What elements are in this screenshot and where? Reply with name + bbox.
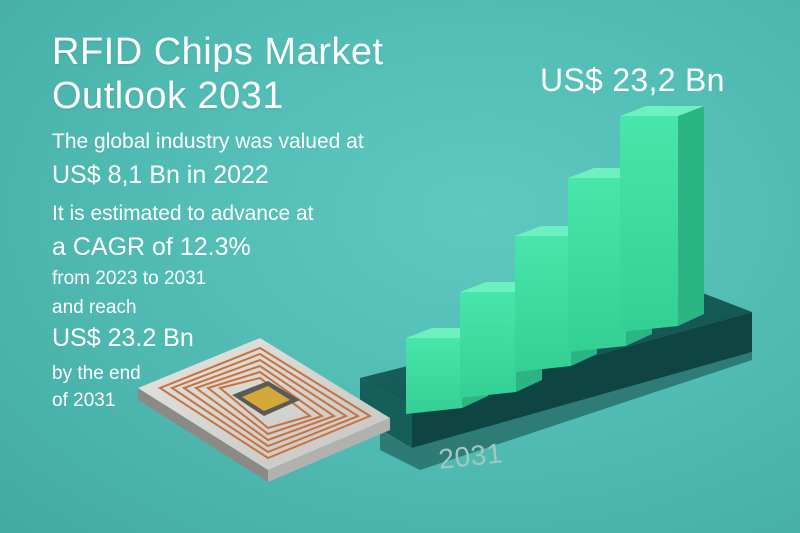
bar-front [515, 236, 571, 372]
rfid-chip-icon [138, 338, 390, 482]
summary-line-1: The global industry was valued at [52, 130, 364, 153]
forecast-value: US$ 23,2 Bn [540, 62, 725, 98]
summary-line-9: of 2031 [52, 390, 116, 411]
summary-line-7: US$ 23.2 Bn [52, 324, 194, 352]
bar-front [620, 116, 678, 332]
bar-front [460, 292, 516, 398]
page-title: RFID Chips Market Outlook 2031 [52, 31, 384, 117]
bar-front [568, 178, 626, 352]
bar-front [406, 338, 462, 414]
summary-line-2: US$ 8,1 Bn in 2022 [52, 161, 269, 189]
base-year-label: 2031 [437, 437, 505, 475]
bar-top [620, 106, 704, 116]
summary-line-8: by the end [52, 363, 141, 384]
growth-bar-5 [620, 106, 704, 332]
summary-line-3: It is estimated to advance at [52, 202, 314, 225]
bar-side [678, 106, 704, 326]
summary-line-5: from 2023 to 2031 [52, 268, 207, 289]
summary-line-4: a CAGR of 12.3% [52, 233, 251, 261]
growth-bars [406, 106, 704, 414]
summary-line-6: and reach [52, 297, 137, 318]
